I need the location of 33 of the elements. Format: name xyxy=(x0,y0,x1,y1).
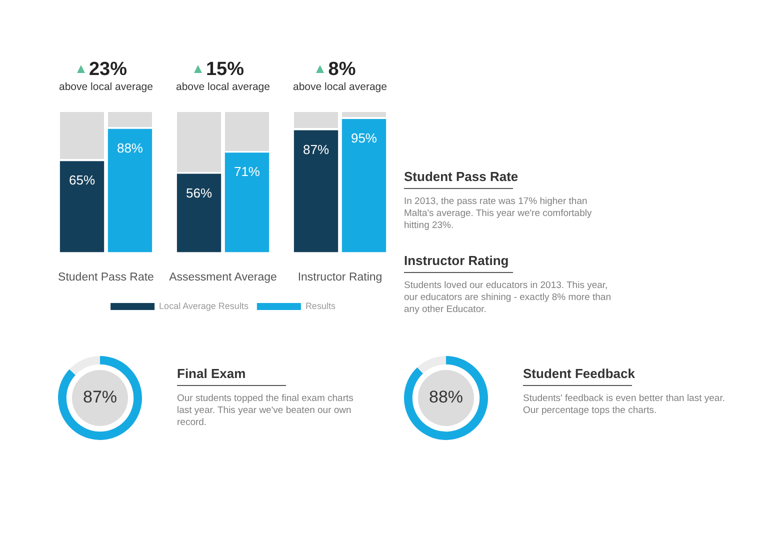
text: Students loved our educators in 2013. This year, our educators are shining - exactly 8% more than any other Educator. xyxy=(404,280,612,316)
text: above local average xyxy=(58,80,154,94)
legend-label: Results xyxy=(305,300,336,311)
data-label: 65% xyxy=(69,172,96,188)
text: 23% xyxy=(88,59,128,80)
bar xyxy=(342,119,386,252)
data-label: 95% xyxy=(350,130,378,146)
text: Our students topped the final exam charts last year. This year we've beaten our own record. xyxy=(177,393,354,429)
text: Student Feedback xyxy=(523,365,636,383)
data-label: 88% xyxy=(116,140,144,156)
text: above local average xyxy=(292,80,388,94)
text: Students' feedback is even better than last year. Our percentage tops the charts. xyxy=(523,393,726,417)
data-label: 88% xyxy=(428,388,464,407)
bar xyxy=(294,130,338,252)
x-tick-label: Assessment Average xyxy=(169,271,277,284)
text: 15% xyxy=(206,59,244,80)
text: Instructor Rating xyxy=(404,252,510,270)
bar xyxy=(108,128,152,252)
bar xyxy=(176,174,222,252)
text: Final Exam xyxy=(177,365,247,383)
bar xyxy=(224,152,270,252)
data-label: 56% xyxy=(186,185,212,200)
text: In 2013, the pass rate was 17% higher than Malta's average. This year we're comfortably hitting 23%. xyxy=(404,196,593,232)
text: Student Pass Rate xyxy=(404,168,520,186)
text: 8% xyxy=(328,59,356,80)
x-tick-label: Instructor Rating xyxy=(298,271,382,284)
data-label: 71% xyxy=(234,164,260,180)
text: above local average xyxy=(175,80,271,94)
legend-label: Local Average Results xyxy=(159,300,249,311)
x-tick-label: Student Pass Rate xyxy=(58,271,154,284)
data-label: 87% xyxy=(82,388,118,407)
bar xyxy=(60,161,104,252)
data-label: 87% xyxy=(303,142,330,157)
